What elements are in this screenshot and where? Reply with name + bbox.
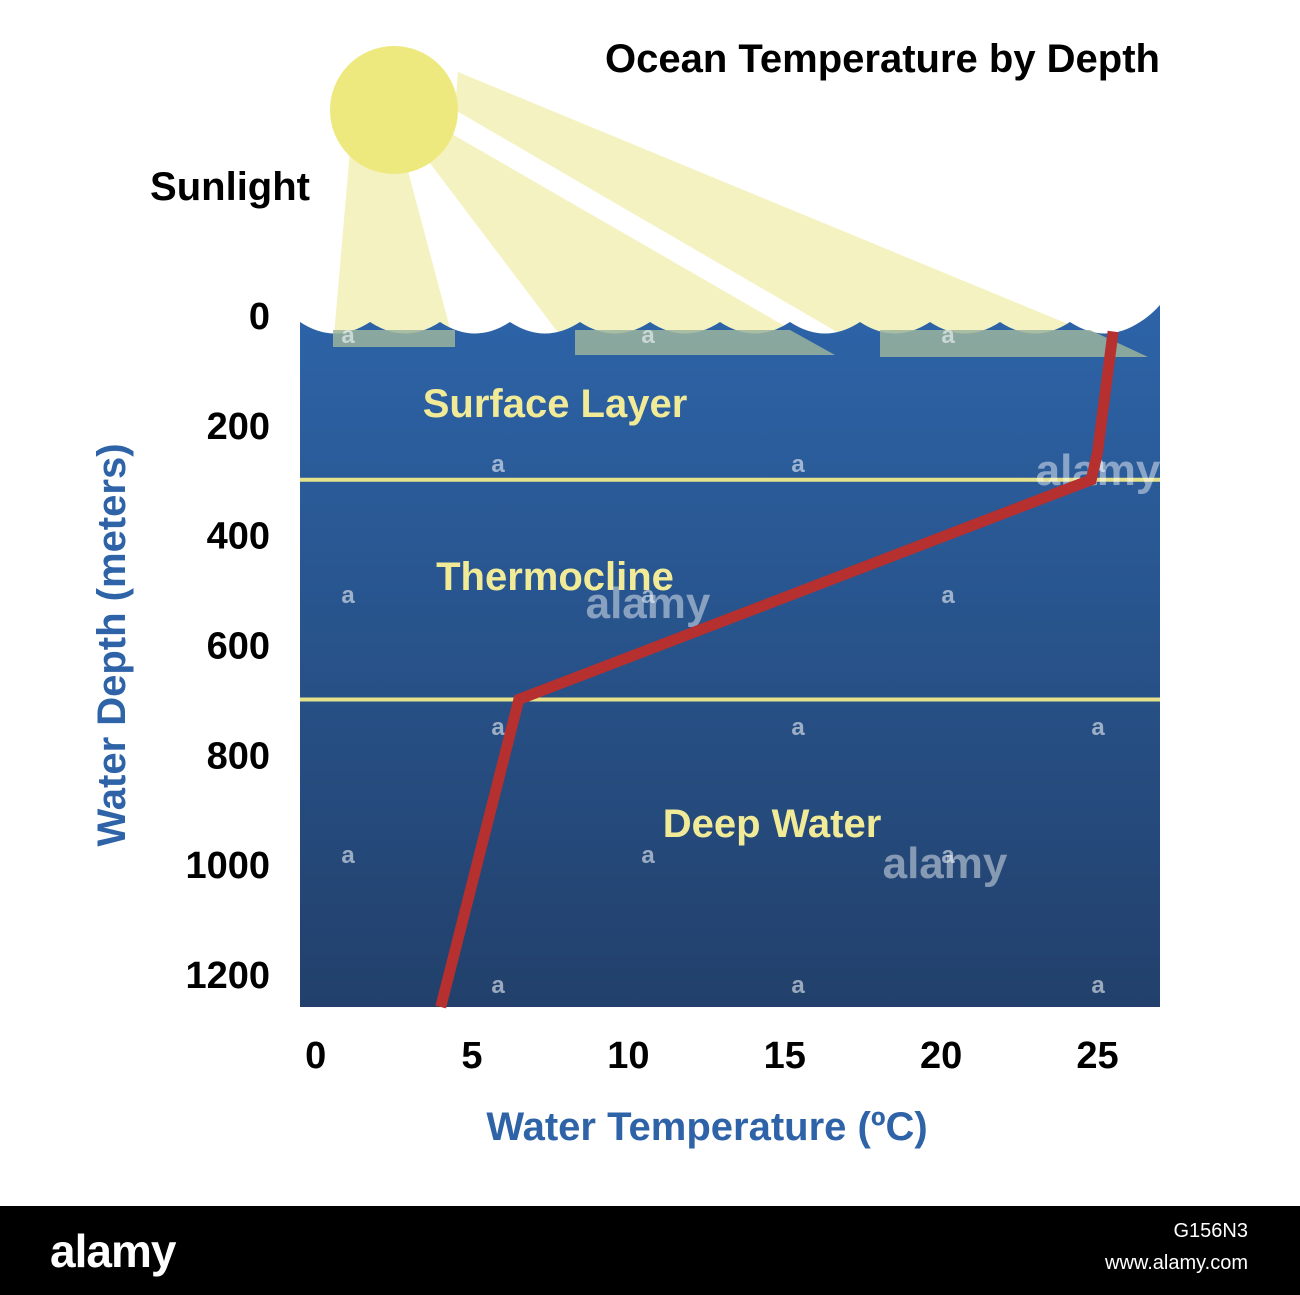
watermark-a-14: a: [641, 842, 655, 869]
sun-beam-2: [420, 130, 835, 355]
x-tick-5: 5: [461, 1035, 482, 1077]
watermark-a-4: a: [491, 451, 505, 478]
footer-brand: alamy: [50, 1225, 176, 1277]
layer-boundaries: [300, 477, 1160, 702]
layer-label-3: Deep Water: [663, 802, 882, 846]
y-tick-200: 200: [207, 406, 270, 448]
sun-icon: [330, 46, 458, 174]
watermark-a-2: a: [641, 322, 655, 349]
watermark-a-16: a: [491, 972, 505, 999]
y-tick-0: 0: [249, 296, 270, 338]
y-axis-ticks: 0 200 400 600 800 1000 1200: [185, 296, 270, 997]
footer-image-code: G156N3: [1173, 1220, 1249, 1242]
beam-in-water-2: [575, 330, 835, 355]
y-axis-label: Water Depth (meters): [90, 443, 134, 846]
layer-label-1: Surface Layer: [423, 382, 688, 426]
x-tick-0: 0: [305, 1035, 326, 1077]
y-tick-1000: 1000: [185, 845, 270, 887]
sunlight-label: Sunlight: [150, 165, 310, 209]
x-axis-label: Water Temperature (ºC): [486, 1105, 927, 1149]
y-tick-400: 400: [207, 516, 270, 558]
y-tick-1200: 1200: [185, 955, 270, 997]
footer-site: www.alamy.com: [1105, 1252, 1248, 1274]
x-tick-10: 10: [607, 1035, 649, 1077]
watermark-a-13: a: [341, 842, 355, 869]
watermark-a-8: a: [641, 582, 655, 609]
x-axis-ticks: 0 5 10 15 20 25: [305, 1035, 1119, 1077]
watermark-a-15: a: [941, 842, 955, 869]
watermark-a-17: a: [791, 972, 805, 999]
watermark-a-9: a: [941, 582, 955, 609]
watermark-brand-2: alamy: [586, 579, 711, 628]
beam-in-water: [333, 330, 1148, 357]
x-tick-15: 15: [764, 1035, 806, 1077]
beam-in-water-3: [880, 330, 1148, 357]
x-tick-20: 20: [920, 1035, 962, 1077]
chart-title: Ocean Temperature by Depth: [605, 37, 1160, 81]
y-tick-800: 800: [207, 735, 270, 777]
temperature-line: [435, 330, 1119, 1009]
watermark-brand-3: alamy: [883, 839, 1008, 888]
layer-label-2: Thermocline: [436, 555, 674, 599]
watermark-a-3: a: [941, 322, 955, 349]
beam-in-water-1: [333, 330, 455, 347]
watermark-a-11: a: [791, 714, 805, 741]
sun-beam-3: [455, 72, 1148, 357]
y-tick-600: 600: [207, 626, 270, 668]
watermark-a-18: a: [1091, 972, 1105, 999]
watermark-a-7: a: [341, 582, 355, 609]
x-tick-25: 25: [1076, 1035, 1118, 1077]
sun-beams: [333, 72, 1148, 357]
footer-bar: alamy G156N3 www.alamy.com: [0, 1206, 1300, 1295]
watermark-a-12: a: [1091, 714, 1105, 741]
watermark-a-5: a: [791, 451, 805, 478]
watermark-a-10: a: [491, 714, 505, 741]
layer-labels: Surface Layer Thermocline Deep Water: [423, 382, 882, 846]
sun-beam-1: [333, 150, 455, 347]
watermark-a-1: a: [341, 322, 355, 349]
